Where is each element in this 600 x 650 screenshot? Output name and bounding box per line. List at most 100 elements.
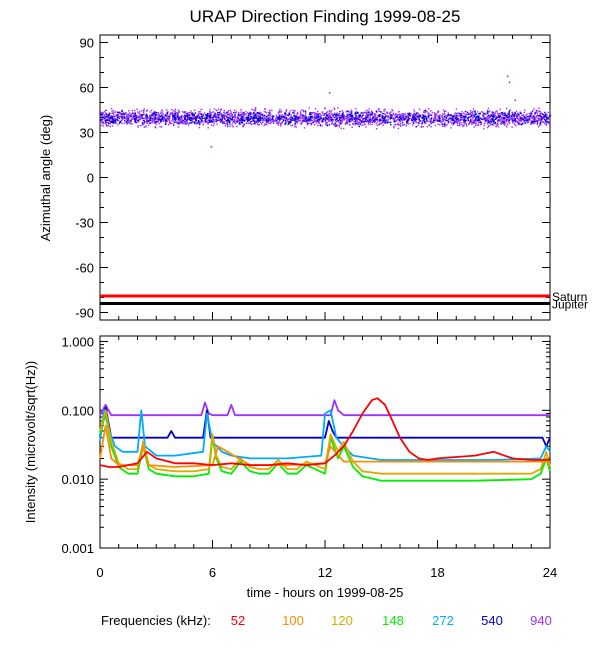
azimuth-y-tick-label: -60 — [75, 261, 94, 276]
legend-item-100: 100 — [282, 613, 304, 628]
azimuth-point — [434, 119, 437, 122]
azimuth-point — [147, 116, 149, 119]
azimuth-point — [422, 120, 424, 122]
azimuth-point — [275, 122, 278, 124]
azimuth-point — [358, 114, 360, 116]
azimuth-point — [114, 117, 116, 120]
azimuth-point — [437, 119, 439, 122]
azimuth-point — [203, 117, 206, 119]
azimuth-point — [470, 119, 472, 121]
azimuth-point — [314, 107, 317, 110]
azimuth-point — [198, 120, 200, 122]
azimuth-point — [433, 121, 435, 124]
azimuth-point — [172, 118, 174, 120]
azimuth-point — [544, 122, 546, 125]
azimuth-point — [269, 119, 272, 121]
azimuth-point — [214, 113, 216, 115]
azimuth-point — [495, 126, 497, 128]
azimuth-point — [207, 118, 209, 120]
azimuth-point — [207, 119, 209, 122]
azimuth-point — [195, 123, 198, 125]
azimuth-point — [355, 121, 357, 124]
azimuth-point — [120, 112, 122, 114]
azimuth-point — [213, 123, 215, 125]
azimuth-point — [240, 117, 243, 119]
azimuth-point — [428, 120, 430, 123]
azimuth-point — [284, 113, 286, 115]
azimuth-point — [509, 109, 511, 111]
azimuth-point — [282, 119, 284, 121]
azimuth-point — [243, 124, 245, 126]
azimuth-point — [525, 114, 527, 117]
azimuth-point — [112, 122, 115, 124]
azimuth-point — [526, 113, 528, 115]
azimuth-point — [514, 114, 516, 117]
azimuth-point — [198, 115, 200, 117]
azimuth-point — [168, 117, 170, 119]
azimuth-point — [504, 114, 506, 116]
azimuth-point — [254, 121, 256, 123]
azimuth-point — [342, 118, 344, 121]
azimuth-point — [428, 113, 430, 115]
azimuth-point — [277, 118, 279, 120]
azimuth-point — [231, 114, 233, 116]
azimuth-point — [451, 123, 453, 125]
azimuth-point — [475, 118, 477, 121]
azimuth-point — [373, 115, 375, 118]
azimuth-point — [430, 119, 433, 121]
azimuth-point — [257, 112, 259, 114]
azimuth-point — [489, 115, 492, 117]
azimuth-point — [478, 113, 480, 115]
azimuth-point — [265, 119, 268, 121]
azimuth-point — [171, 119, 173, 122]
azimuth-point — [299, 120, 302, 122]
azimuth-point — [427, 112, 429, 114]
azimuth-point — [123, 113, 126, 115]
azimuth-point — [127, 113, 130, 115]
azimuth-point — [248, 113, 250, 115]
azimuth-point — [469, 118, 472, 120]
azimuth-point — [293, 115, 295, 117]
azimuth-point — [274, 119, 277, 121]
azimuth-point — [243, 113, 246, 115]
azimuth-point — [362, 114, 364, 116]
azimuth-point — [441, 120, 443, 123]
azimuth-point — [116, 120, 118, 122]
azimuth-point — [490, 121, 492, 123]
azimuth-point — [545, 115, 548, 118]
time-x-tick-label: 12 — [318, 565, 332, 580]
azimuth-point — [287, 123, 289, 126]
azimuth-point — [312, 117, 314, 119]
azimuth-point — [185, 123, 187, 125]
azimuth-point — [213, 115, 215, 117]
azimuth-point — [224, 113, 226, 115]
azimuth-point — [499, 108, 501, 110]
azimuth-point — [444, 119, 446, 121]
azimuth-point — [134, 116, 136, 119]
azimuth-point — [326, 111, 328, 114]
azimuth-point — [464, 119, 466, 121]
azimuth-point — [226, 111, 228, 114]
azimuth-point — [436, 120, 438, 122]
azimuth-point — [190, 116, 192, 119]
azimuth-point — [546, 114, 548, 116]
azimuth-point — [403, 118, 405, 120]
azimuth-point — [332, 115, 334, 117]
azimuth-point — [213, 108, 216, 110]
azimuth-point — [108, 119, 111, 121]
azimuth-point — [198, 113, 201, 115]
azimuth-point — [375, 113, 377, 115]
azimuth-point — [339, 123, 341, 125]
azimuth-point — [540, 119, 542, 121]
azimuth-point — [131, 113, 134, 115]
azimuth-point — [184, 118, 186, 120]
azimuth-point — [440, 121, 442, 123]
azimuth-point — [360, 120, 362, 122]
azimuth-point — [529, 118, 531, 121]
azimuth-point — [419, 114, 421, 117]
azimuth-point — [253, 112, 255, 115]
azimuth-point — [105, 112, 107, 114]
azimuth-point — [196, 122, 198, 124]
azimuth-point — [163, 116, 165, 119]
azimuth-point — [326, 118, 328, 121]
